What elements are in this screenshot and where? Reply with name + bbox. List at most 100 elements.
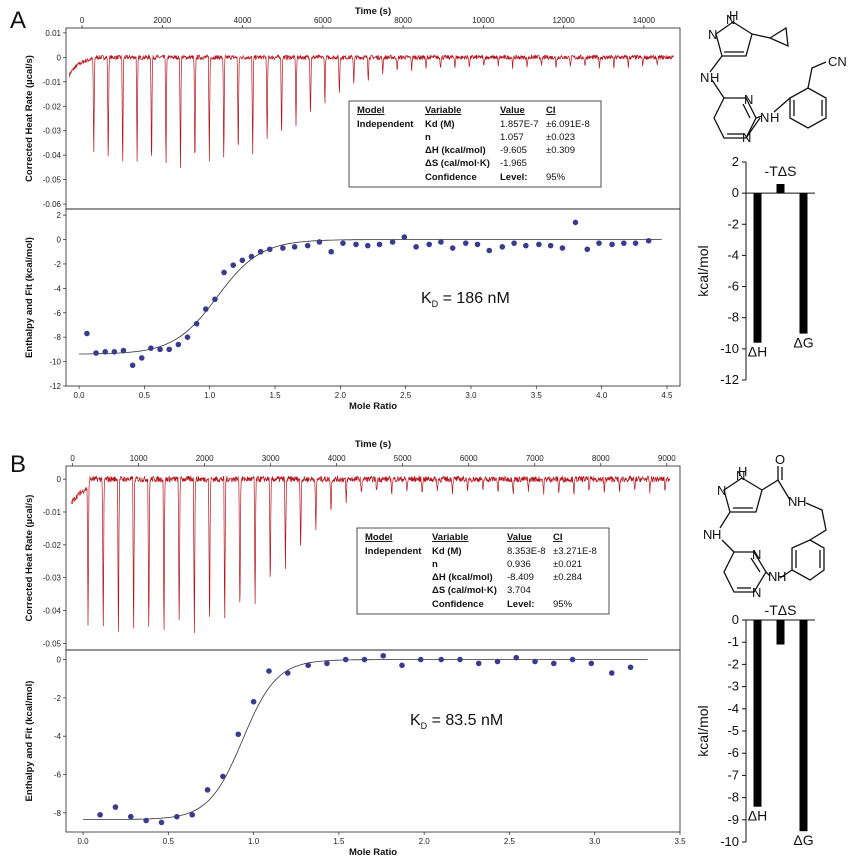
bond [745,117,761,139]
x-tick-label: 0.0 [74,391,86,400]
data-point [220,773,226,780]
data-point [266,246,273,253]
data-point [511,240,517,246]
x-axis-title: Mole Ratio [349,847,397,858]
y-tick-label: -4 [727,701,739,716]
double-bond [795,550,821,568]
y-tick-label: -2 [54,260,62,269]
data-point [221,269,227,276]
x-tick-label: 1.0 [204,391,216,400]
data-point [572,219,579,226]
atom-label: N [708,27,717,42]
x-tick-label: 2.5 [400,391,412,400]
x-tick-label: 0 [80,16,85,25]
x-tick-label: 2.0 [335,391,347,400]
y-tick-label: -0.01 [43,508,62,517]
x-tick-label: 4000 [328,454,346,463]
x-axis-title: Time (s) [355,6,391,17]
data-point [376,241,383,248]
x-tick-label: 3.0 [465,391,477,400]
bar-label: ΔG [793,335,813,351]
data-point [266,668,272,674]
panel-a-kd-label: KD = 186 nM [421,290,510,309]
y-tick-label: -2 [54,694,62,703]
y-tick-label: -12 [49,382,61,391]
panel-b-molecule-structure [719,466,827,593]
x-tick-label: 2000 [153,16,171,25]
y-tick-label: -6 [727,279,739,294]
panel-b-signature-bars: 0 -1 -2 -3 -4 -5 -6 -7 -8 -9 -10 kcal/mol ΔH -TΔS ΔG [695,602,815,849]
bond [807,61,827,89]
y-tick-label: -6 [727,745,739,760]
panel-a-model: Independent [357,119,414,130]
x-tick-label: 6000 [314,16,332,25]
panel-a-isotherm: 0.0 0.5 1.0 1.5 2.0 2.5 3.0 3.5 4.0 4.5 Mole Ratio… [24,208,681,412]
data-point [536,241,542,248]
y-tick-label: -6 [54,771,62,780]
data-point [235,731,242,738]
bond [805,502,827,541]
atom-label: H [770,110,779,125]
panel-b-var-n: n [432,559,438,570]
data-point [401,234,408,240]
data-point [645,237,652,244]
data-point [413,244,419,250]
thermogram-trace [71,475,671,634]
y-axis-title: kcal/mol [695,705,711,756]
data-point [353,241,359,248]
kd-value: = 83.5 nM [427,712,503,729]
data-point [257,248,264,255]
panel-b-var-ds: ΔS (cal/mol·K) [432,585,497,596]
data-point [457,656,463,663]
pyrimidine-ring [723,551,767,593]
atom-label: N [788,494,797,509]
atom-label: N [742,130,751,145]
panel-label-a: A [10,7,26,34]
atom-label: N [736,468,745,483]
data-point [112,804,119,810]
y-tick-label: -0.04 [43,151,62,160]
data-point [304,242,311,249]
panel-b-hdr-value: Value [507,532,532,543]
bar-tds [776,620,785,645]
panel-a-var-dh: ΔH (kcal/mol) [425,145,486,156]
panel-a-var-n: n [425,132,431,143]
bond [777,479,791,501]
y-axis-title: kcal/mol [695,245,711,296]
data-point [239,257,246,264]
y-tick-label: 0 [57,236,62,245]
bar-tds [776,184,785,194]
panel-a-val-dh: -9.605 [500,145,527,156]
data-point [340,240,346,246]
data-point [499,244,506,250]
x-tick-label: 0.5 [163,837,175,846]
data-point [202,306,209,312]
panel-a-signature-bars: 2 0 -2 -4 -6 -8 -10 -12 kcal/mol ΔH -TΔS ΔG [695,154,815,387]
data-point [380,652,387,659]
data-point [84,330,90,337]
data-point [280,245,286,251]
kd-sub: D [421,721,428,731]
bond [719,511,731,529]
panel-b-table-border [356,527,610,615]
atom-label: H [777,569,786,584]
panel-a-ci-dh: ±0.309 [546,145,575,156]
x-tick-label: 1000 [130,454,148,463]
data-point [250,698,257,705]
data-point [462,240,469,246]
x-axis-title: Time (s) [355,439,391,450]
data-point [361,656,368,663]
y-tick-label: 2 [732,154,739,169]
atom-label: N [760,110,769,125]
panel-b-ci-kd: ±3.271E-8 [553,546,597,557]
data-point [248,253,255,260]
y-tick-label: -8 [54,809,62,818]
y-tick-label: -0.01 [43,78,62,87]
panel-b-level-value: 95% [553,599,573,610]
x-tick-label: 6000 [460,454,478,463]
atom-label: H [797,494,806,509]
data-point [523,242,529,249]
bond [765,571,771,577]
x-tick-label: 2000 [196,454,214,463]
data-point [609,241,615,248]
